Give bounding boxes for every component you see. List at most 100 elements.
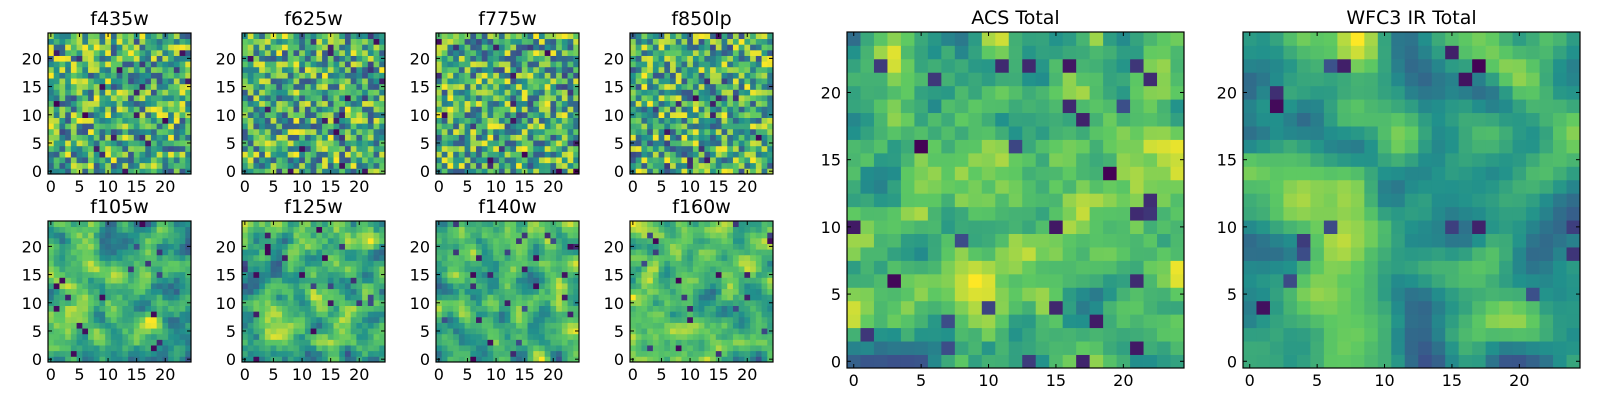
- heatmap-cell: [504, 249, 511, 256]
- heatmap-cell: [567, 83, 574, 90]
- heatmap-cell: [293, 333, 300, 340]
- heatmap-cell: [481, 78, 488, 85]
- heatmap-cell: [322, 322, 329, 329]
- heatmap-cell: [738, 44, 745, 51]
- heatmap-cell: [704, 151, 711, 158]
- heatmap-cell: [110, 134, 118, 141]
- heatmap-cell: [116, 266, 123, 273]
- heatmap-cell: [145, 254, 152, 261]
- heatmap-cell: [362, 111, 369, 118]
- heatmap-cell: [510, 221, 517, 228]
- heatmap-cell: [487, 83, 494, 90]
- heatmap-cell: [116, 111, 123, 118]
- panel-title: f125w: [284, 196, 343, 218]
- heatmap-cell: [287, 237, 294, 244]
- heatmap-cell: [299, 322, 306, 329]
- heatmap-cell: [242, 350, 249, 357]
- heatmap-cell: [133, 345, 140, 352]
- heatmap-cell: [447, 66, 454, 73]
- heatmap-cell: [185, 339, 192, 346]
- heatmap-cell: [362, 322, 369, 329]
- heatmap-cell: [99, 44, 106, 51]
- heatmap-cell: [48, 254, 55, 261]
- heatmap-cell: [761, 128, 768, 135]
- heatmap-cell: [652, 277, 659, 284]
- heatmap-cell: [247, 237, 254, 244]
- heatmap-cell: [367, 49, 374, 56]
- heatmap-cell: [99, 140, 106, 147]
- heatmap-cell: [162, 123, 169, 130]
- heatmap-cell: [721, 72, 728, 79]
- heatmap-cell: [65, 100, 72, 107]
- heatmap-cell: [698, 66, 705, 73]
- heatmap-cell: [755, 55, 762, 62]
- heatmap-cell: [93, 106, 100, 113]
- heatmap-cell: [270, 111, 277, 118]
- heatmap-cell: [561, 311, 568, 318]
- heatmap-cell: [727, 49, 734, 56]
- heatmap-cell: [99, 134, 106, 141]
- heatmap-cell: [704, 168, 711, 175]
- heatmap-cell: [652, 134, 659, 141]
- heatmap-cell: [670, 299, 677, 306]
- heatmap-cell: [282, 316, 289, 323]
- heatmap-cell: [139, 288, 146, 295]
- heatmap-cell: [59, 55, 66, 62]
- heatmap-cell: [110, 151, 118, 158]
- heatmap-cell: [744, 277, 751, 284]
- heatmap-cell: [436, 232, 443, 239]
- heatmap-cell: [259, 134, 266, 141]
- heatmap-cell: [116, 288, 123, 295]
- heatmap-cell: [550, 66, 557, 73]
- heatmap-cell: [721, 49, 728, 56]
- heatmap-cell: [173, 266, 180, 273]
- heatmap-cell: [242, 162, 249, 169]
- heatmap-cell: [527, 277, 534, 284]
- heatmap-cell: [464, 72, 471, 79]
- heatmap-cell: [755, 66, 762, 73]
- heatmap-cell: [156, 33, 163, 40]
- heatmap-cell: [504, 288, 511, 295]
- heatmap-cell: [287, 134, 294, 141]
- heatmap-cell: [287, 356, 294, 363]
- heatmap-cell: [550, 83, 557, 90]
- heatmap-cell: [259, 140, 266, 147]
- heatmap-cell: [299, 100, 306, 107]
- heatmap-cell: [550, 339, 557, 346]
- heatmap-cell: [82, 356, 89, 363]
- heatmap-cell: [264, 311, 271, 318]
- heatmap-cell: [48, 232, 55, 239]
- heatmap-cell: [470, 33, 477, 40]
- heatmap-cell: [179, 345, 186, 352]
- heatmap-cell: [53, 168, 60, 175]
- heatmap-cell: [362, 277, 369, 284]
- heatmap-cell: [664, 305, 671, 312]
- heatmap-cell: [567, 226, 574, 233]
- heatmap-cell: [544, 38, 551, 45]
- heatmap-cell: [253, 128, 260, 135]
- heatmap-cell: [504, 237, 511, 244]
- heatmap-cell: [150, 260, 158, 267]
- heatmap-cell: [316, 83, 323, 90]
- heatmap-cell: [242, 237, 249, 244]
- heatmap-cell: [476, 288, 483, 295]
- heatmap-cell: [367, 89, 374, 96]
- heatmap-cell: [664, 111, 671, 118]
- heatmap-cell: [133, 55, 140, 62]
- heatmap-cell: [162, 145, 169, 152]
- heatmap-cell: [550, 106, 557, 113]
- heatmap-cell: [464, 294, 471, 301]
- heatmap-cell: [168, 345, 175, 352]
- heatmap-cell: [287, 106, 294, 113]
- heatmap-cell: [350, 117, 357, 124]
- heatmap-cell: [652, 271, 659, 278]
- heatmap-cell: [82, 237, 89, 244]
- heatmap-cell: [93, 33, 100, 40]
- heatmap-cell: [681, 83, 688, 90]
- heatmap-cell: [122, 328, 129, 335]
- heatmap-cell: [350, 260, 357, 267]
- heatmap-cell: [556, 117, 563, 124]
- heatmap-cell: [339, 226, 346, 233]
- heatmap-cell: [242, 277, 249, 284]
